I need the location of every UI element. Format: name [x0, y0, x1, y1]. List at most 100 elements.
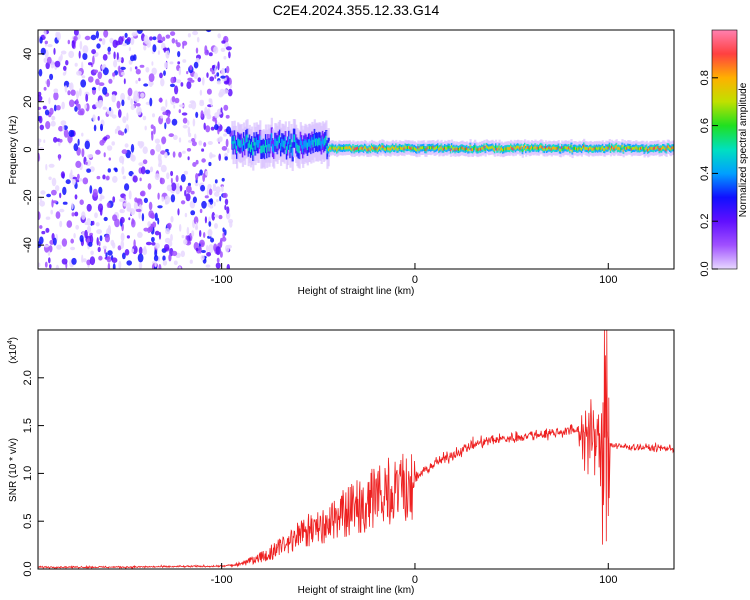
noise-blob	[102, 245, 107, 250]
noise-blob	[138, 246, 143, 255]
spectrogram-x-tick-label: -100	[211, 274, 233, 286]
band-core	[568, 146, 571, 150]
band-core	[363, 145, 367, 149]
noise-blob	[85, 161, 88, 165]
band-core	[276, 141, 279, 149]
band-core	[526, 146, 529, 150]
noise-blob	[70, 169, 73, 177]
noise-blob	[182, 117, 188, 124]
noise-blob	[123, 78, 126, 85]
noise-blob	[84, 140, 91, 150]
noise-blob	[135, 68, 141, 75]
spectrogram-x-ticks: -100 0 100	[211, 263, 617, 286]
band-core	[395, 145, 398, 149]
band-core	[464, 147, 467, 151]
noise-blob	[121, 166, 125, 175]
noise-blob	[160, 115, 164, 119]
band-core	[534, 145, 537, 149]
band-core	[665, 148, 668, 152]
band-core	[519, 147, 522, 151]
noise-blob	[121, 99, 125, 107]
band-core	[361, 146, 364, 150]
noise-blob	[137, 231, 143, 238]
noise-blob	[55, 185, 60, 192]
band-core	[664, 147, 667, 151]
noise-blob	[183, 239, 188, 245]
noise-blob	[90, 250, 94, 256]
noise-blob	[137, 141, 141, 146]
noise-blob	[195, 173, 199, 181]
noise-blob	[224, 156, 228, 161]
snr-y-axis-label: SNR (10 * v/v)	[8, 438, 19, 502]
noise-blob	[116, 100, 121, 109]
noise-blob	[77, 138, 80, 146]
noise-blob	[122, 116, 127, 124]
noise-blob	[213, 214, 219, 218]
noise-blob	[185, 193, 191, 202]
noise-blob	[133, 201, 138, 211]
band-core	[627, 145, 630, 149]
noise-blob	[155, 143, 162, 152]
noise-blob	[150, 149, 155, 156]
band-core	[387, 147, 390, 151]
noise-blob	[189, 200, 196, 209]
noise-blob	[113, 59, 118, 68]
band-core	[404, 145, 407, 149]
spectrogram-y-ticks: -40 -20 0 20 40	[22, 48, 44, 253]
noise-blob	[131, 32, 138, 37]
band-core	[331, 145, 334, 149]
noise-blob	[220, 47, 226, 52]
noise-blob	[165, 34, 171, 39]
band-core	[624, 147, 628, 150]
band-core	[644, 147, 647, 151]
noise-blob	[182, 150, 186, 154]
noise-blob	[193, 72, 198, 79]
noise-blob	[120, 92, 125, 102]
noise-blob	[178, 67, 181, 76]
noise-blob	[111, 257, 118, 264]
spectrogram-y-tick-label: -20	[22, 189, 34, 205]
noise-blob	[139, 64, 145, 68]
band-core	[390, 146, 393, 150]
noise-blob	[166, 172, 170, 180]
noise-blob	[129, 67, 133, 72]
band-core	[476, 148, 479, 152]
noise-blob	[170, 177, 173, 184]
noise-blob	[56, 105, 61, 111]
noise-blob	[48, 176, 52, 181]
noise-blob	[78, 50, 81, 59]
noise-blob	[224, 198, 229, 205]
snr-x-axis-label: Height of straight line (km)	[298, 585, 415, 596]
band-core	[499, 148, 502, 152]
noise-blob	[88, 241, 93, 247]
noise-blob	[152, 44, 157, 53]
band-core	[289, 144, 292, 153]
noise-blob	[177, 61, 181, 65]
noise-blob	[195, 111, 199, 118]
noise-blob	[194, 133, 197, 140]
band-core	[245, 135, 248, 144]
noise-blob	[112, 39, 118, 48]
band-core	[454, 148, 457, 152]
noise-blob	[143, 197, 148, 204]
noise-blob	[81, 148, 85, 158]
noise-blob	[50, 60, 55, 69]
noise-blob	[170, 233, 173, 242]
noise-blob	[148, 201, 153, 211]
noise-blob	[151, 67, 157, 76]
noise-blob	[95, 101, 99, 108]
noise-blob	[91, 220, 95, 226]
noise-blob	[70, 238, 74, 244]
noise-blob	[206, 187, 209, 196]
noise-blob	[117, 130, 123, 136]
band-core	[277, 137, 280, 145]
band-core	[352, 146, 355, 149]
band-core	[383, 147, 386, 151]
band-core	[662, 146, 665, 149]
band-core	[588, 146, 592, 150]
noise-blob	[227, 88, 233, 97]
spectrogram-plot-area	[38, 30, 674, 269]
band-core	[655, 147, 658, 150]
band-core	[291, 148, 294, 156]
noise-blob	[44, 40, 48, 45]
